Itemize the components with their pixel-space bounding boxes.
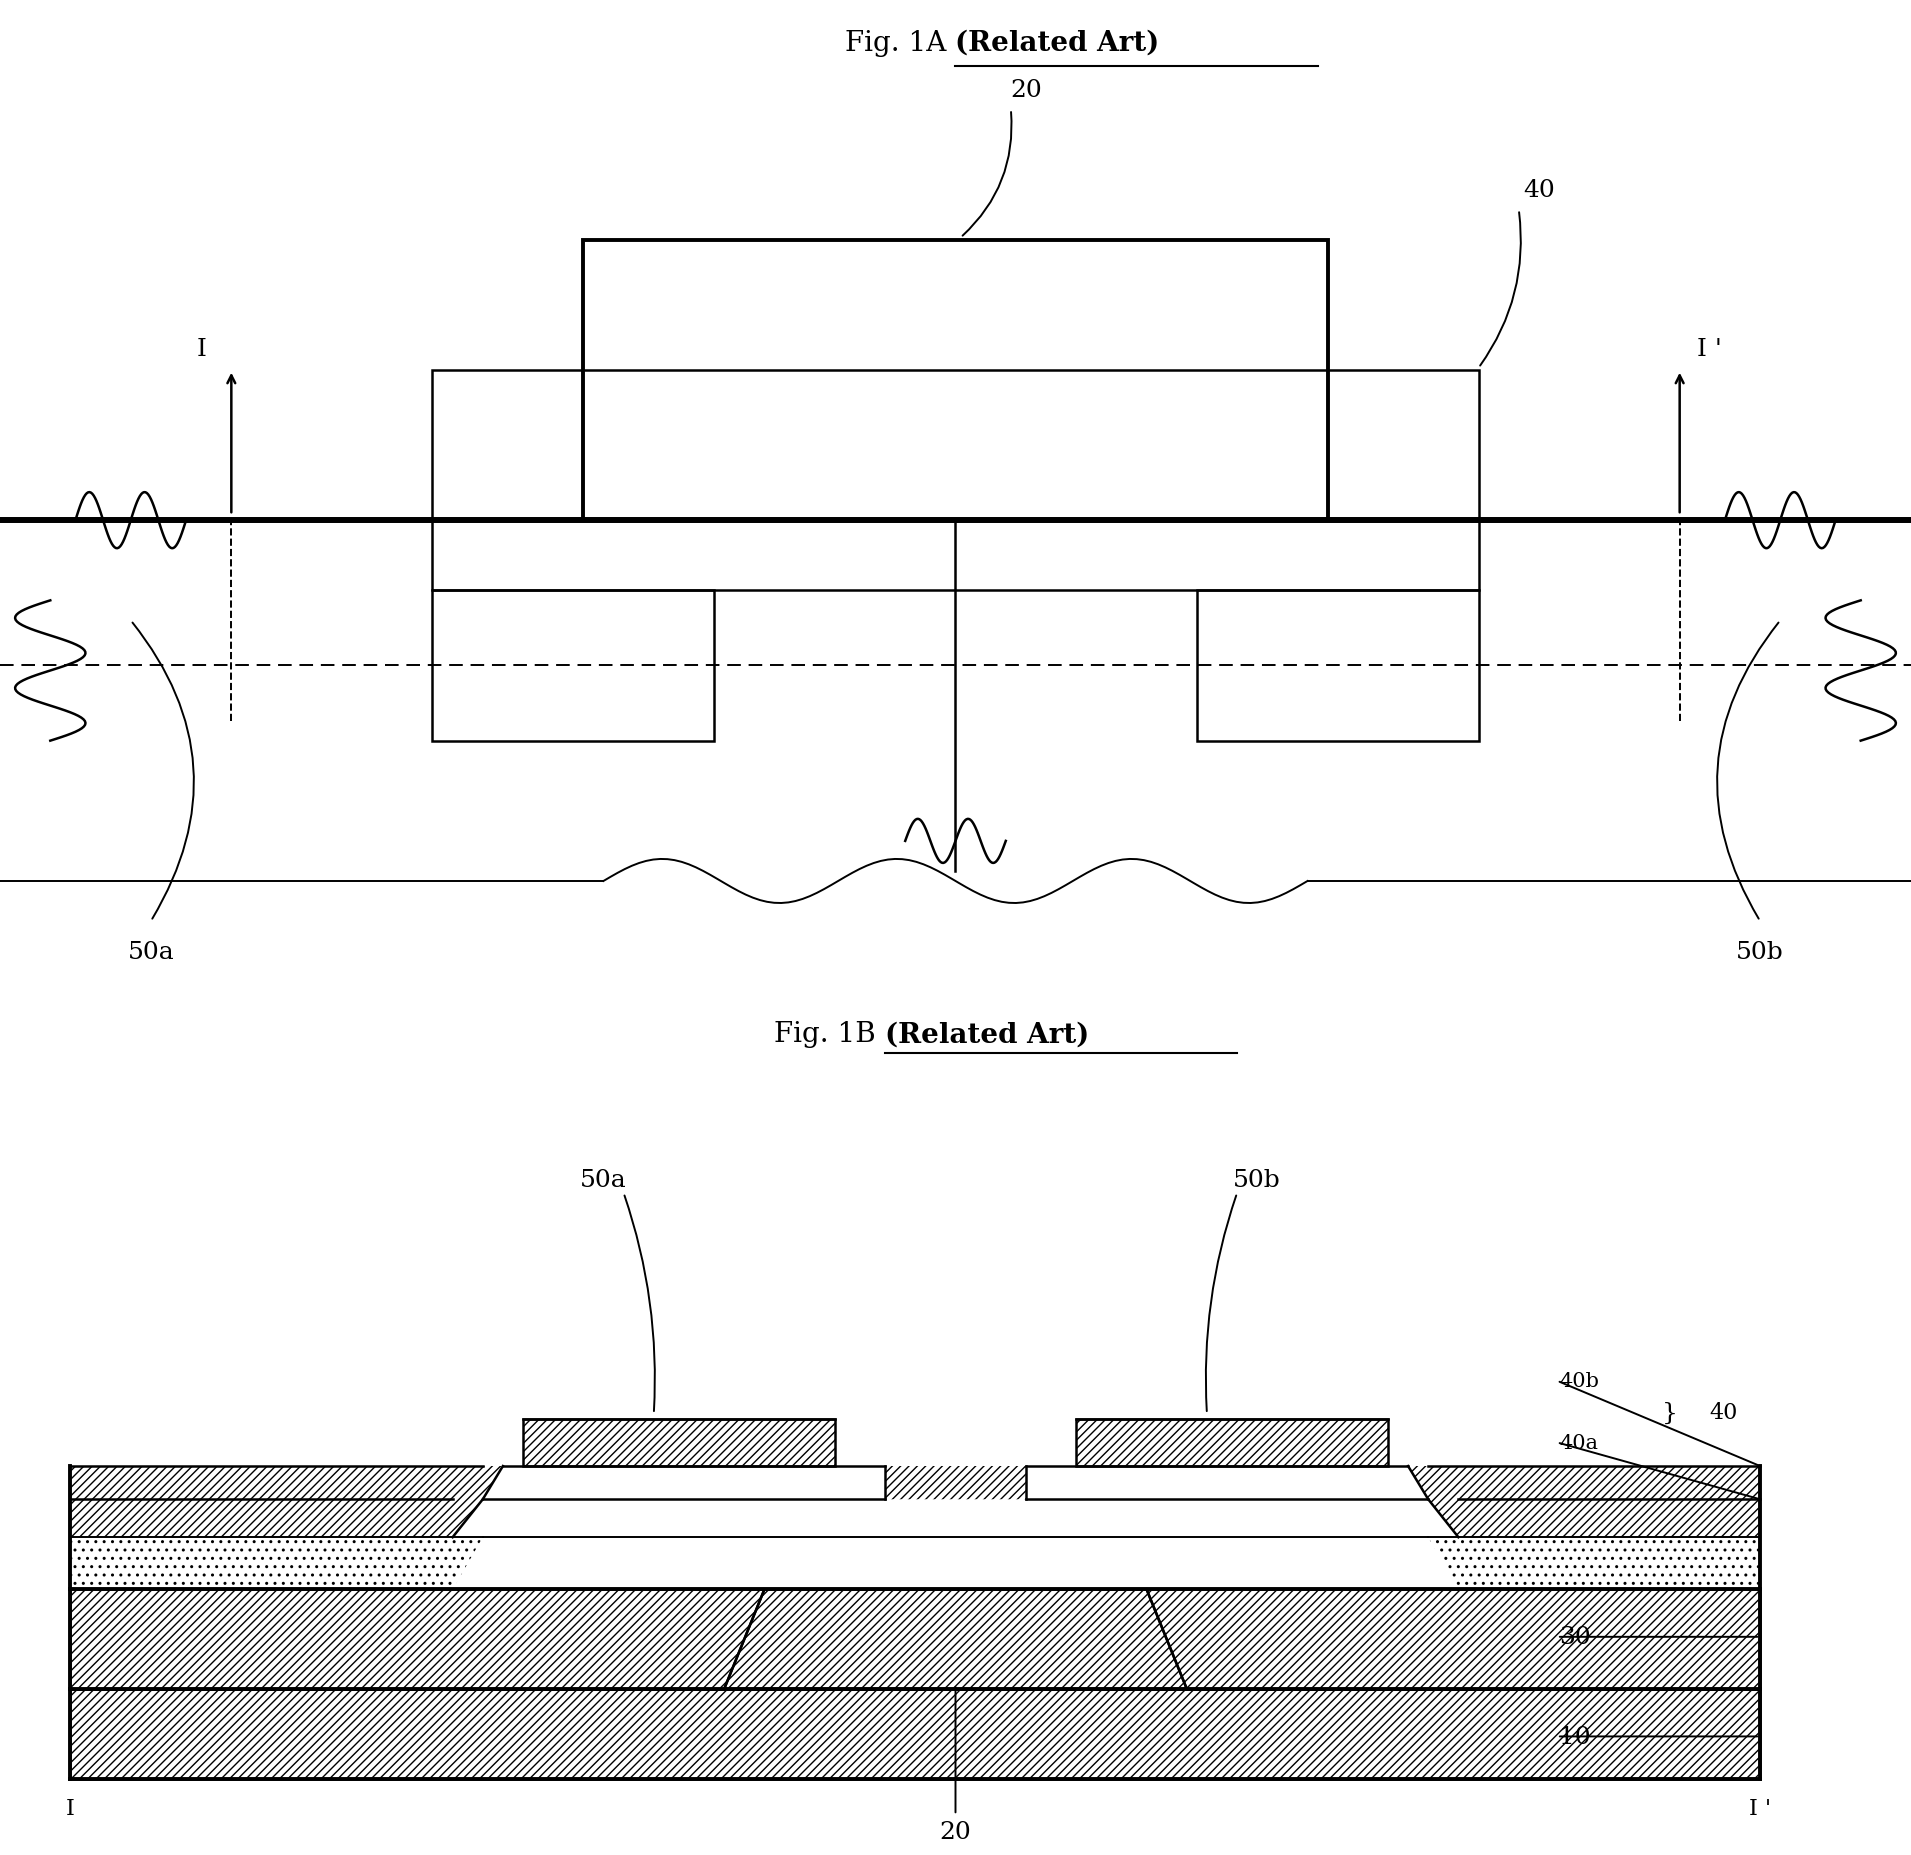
Polygon shape	[71, 1499, 1760, 1538]
Polygon shape	[483, 1465, 885, 1499]
Text: I ': I '	[1749, 1797, 1771, 1818]
Text: (Related Art): (Related Art)	[956, 30, 1160, 58]
Text: Fig. 1A: Fig. 1A	[845, 30, 956, 58]
Text: }: }	[1661, 1401, 1678, 1425]
Bar	[1196, 592, 1479, 742]
Text: 50a: 50a	[128, 940, 174, 963]
Text: 20: 20	[940, 1820, 971, 1842]
Text: 40a: 40a	[1559, 1434, 1598, 1452]
Polygon shape	[1076, 1419, 1387, 1465]
Text: 30: 30	[1559, 1625, 1590, 1649]
Text: (Related Art): (Related Art)	[885, 1020, 1089, 1048]
Polygon shape	[503, 1434, 1408, 1465]
Bar	[432, 592, 715, 742]
Text: 40: 40	[1523, 178, 1556, 202]
Polygon shape	[71, 1690, 1760, 1779]
Text: Fig. 1B: Fig. 1B	[774, 1020, 885, 1048]
Polygon shape	[1026, 1465, 1428, 1499]
Text: 10: 10	[1559, 1725, 1590, 1747]
Text: I: I	[67, 1797, 75, 1818]
Text: 50a: 50a	[581, 1169, 627, 1191]
Text: 50b: 50b	[1233, 1169, 1280, 1191]
Polygon shape	[71, 1465, 1760, 1499]
Text: 20: 20	[1011, 78, 1041, 102]
Polygon shape	[71, 1538, 1760, 1590]
Polygon shape	[453, 1538, 1458, 1590]
Polygon shape	[71, 1590, 1760, 1690]
Polygon shape	[724, 1590, 1187, 1690]
Text: 40b: 40b	[1559, 1371, 1600, 1391]
Bar	[583, 241, 1328, 521]
Text: 40: 40	[1710, 1401, 1739, 1423]
Polygon shape	[453, 1499, 1458, 1538]
Text: I ': I '	[1697, 338, 1722, 360]
Text: 50b: 50b	[1737, 940, 1785, 963]
Bar	[432, 371, 1479, 592]
Text: I: I	[197, 338, 206, 360]
Polygon shape	[524, 1419, 835, 1465]
